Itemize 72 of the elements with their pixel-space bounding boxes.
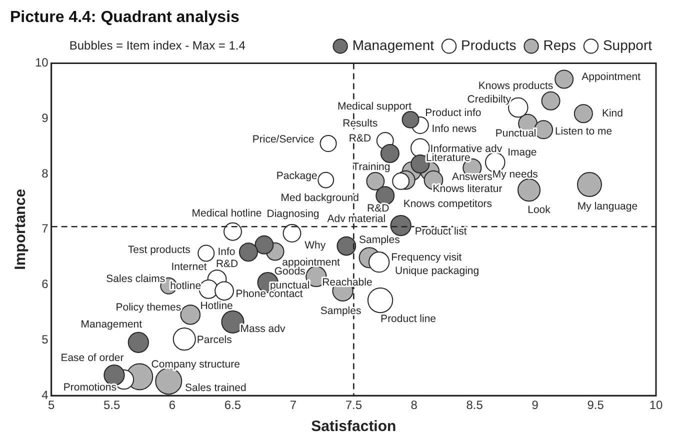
x-tick-label: 5.5 xyxy=(103,398,120,412)
x-tick-label: 6.5 xyxy=(224,398,242,412)
annotation: Answers xyxy=(452,170,492,183)
chart-title: Picture 4.4: Quadrant analysis xyxy=(10,9,240,26)
x-tick-label: 9 xyxy=(532,398,539,412)
y-tick-label: 7 xyxy=(42,222,49,236)
annotation: R&D xyxy=(216,258,239,270)
annotation: Management xyxy=(80,318,142,330)
annotation: Knows competitors xyxy=(403,198,492,210)
annotation: Internet xyxy=(171,261,207,274)
annotation: Mass adv xyxy=(240,322,286,335)
y-tick-label: 9 xyxy=(42,110,49,125)
annotation: Samples xyxy=(358,234,400,246)
legend-label: Products xyxy=(461,37,516,54)
y-tick-label: 8 xyxy=(42,166,49,180)
annotation: Why xyxy=(304,239,326,252)
annotation: My needs xyxy=(492,168,538,180)
x-tick-label: 7.5 xyxy=(345,398,362,412)
annotation: Diagnosing xyxy=(266,208,320,220)
annotation: Frequency visit xyxy=(391,252,462,264)
y-tick-label: 4 xyxy=(42,388,49,402)
y-tick-label: 10 xyxy=(34,56,49,70)
y-tick-label: 5 xyxy=(42,332,49,347)
legend-label: Management xyxy=(352,37,434,54)
y-axis-title: Importance xyxy=(12,188,30,270)
annotation: Ease of order xyxy=(60,352,124,364)
annotation: Sales trained xyxy=(185,382,246,394)
x-tick-label: 7 xyxy=(290,398,297,412)
annotation: Appointment xyxy=(582,71,641,84)
annotation: Adv material xyxy=(327,212,386,225)
annotation: Training xyxy=(352,161,390,174)
annotation: Info news xyxy=(432,123,477,136)
annotation: Literature xyxy=(426,152,471,164)
annotation: Medical hotline xyxy=(192,208,262,220)
legend-label: Support xyxy=(602,37,652,54)
chart-subtitle: Bubbles = Item index - Max = 1.4 xyxy=(69,38,246,53)
annotation: Company structure xyxy=(151,358,240,371)
annotation: Image xyxy=(508,146,537,158)
annotation: Hotline xyxy=(200,300,234,312)
annotation: Product info xyxy=(425,107,482,120)
annotation: Price/Service xyxy=(252,133,314,146)
annotation: Info xyxy=(218,246,236,258)
x-axis-title: Satisfaction xyxy=(311,418,396,436)
annotation: Samples xyxy=(320,304,362,317)
annotation: Promotions xyxy=(63,381,116,394)
annotation: Credibilty xyxy=(467,93,512,106)
annotation: Knows products xyxy=(478,80,554,92)
x-tick-label: 10 xyxy=(649,398,663,412)
annotation: Package xyxy=(276,170,318,182)
annotation: R&D xyxy=(348,132,372,144)
x-tick-label: 8 xyxy=(410,398,418,412)
annotation: R&D xyxy=(367,202,390,214)
legend-label: Reps xyxy=(543,37,576,54)
annotation: Unique packaging xyxy=(395,264,480,277)
annotation: Product list xyxy=(414,225,467,238)
annotation: Listen to me xyxy=(554,126,612,138)
annotation: Kind xyxy=(602,108,624,120)
annotation: Product line xyxy=(380,313,436,326)
x-tick-label: 8.5 xyxy=(466,398,484,412)
y-tick-label: 6 xyxy=(42,277,49,292)
annotation: Knows literatur xyxy=(432,182,503,195)
x-tick-label: 6 xyxy=(168,398,176,412)
annotation: Look xyxy=(528,204,552,216)
annotation: Med background xyxy=(280,192,360,204)
annotation: My language xyxy=(577,200,638,212)
annotation: Parcels xyxy=(196,334,232,346)
annotation: Punctual xyxy=(495,127,536,140)
annotation: Results xyxy=(342,118,378,130)
annotation: Test products xyxy=(128,244,190,256)
x-tick-label: 9.5 xyxy=(587,398,604,412)
annotation: Sales claims xyxy=(106,272,166,285)
annotation: Policy themes xyxy=(116,302,182,314)
